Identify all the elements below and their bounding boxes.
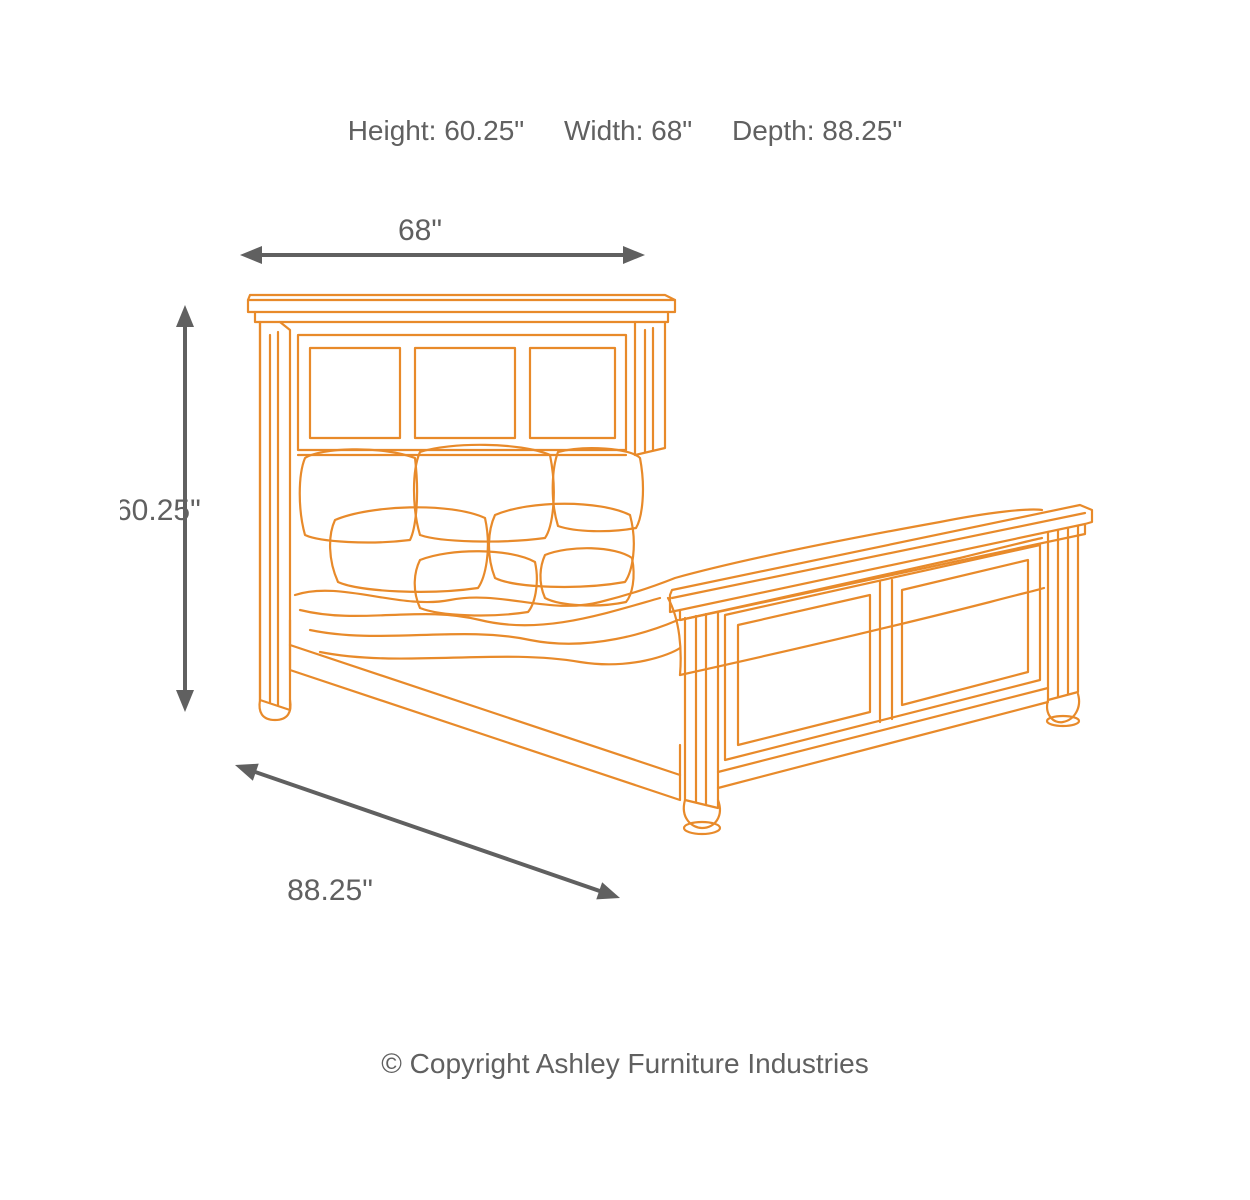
height-dim-label: 60.25": [120, 494, 201, 527]
spec-width: Width: 68": [564, 115, 692, 146]
spec-summary: Height: 60.25" Width: 68" Depth: 88.25": [0, 115, 1250, 147]
dimension-diagram: 68" 60.25" 88.25": [120, 200, 1130, 950]
depth-dim-label: 88.25": [287, 874, 373, 907]
copyright-notice: © Copyright Ashley Furniture Industries: [0, 1048, 1250, 1080]
spec-height: Height: 60.25": [348, 115, 525, 146]
width-dim-label: 68": [398, 214, 442, 247]
bed-illustration: [248, 295, 1092, 834]
spec-depth: Depth: 88.25": [732, 115, 902, 146]
